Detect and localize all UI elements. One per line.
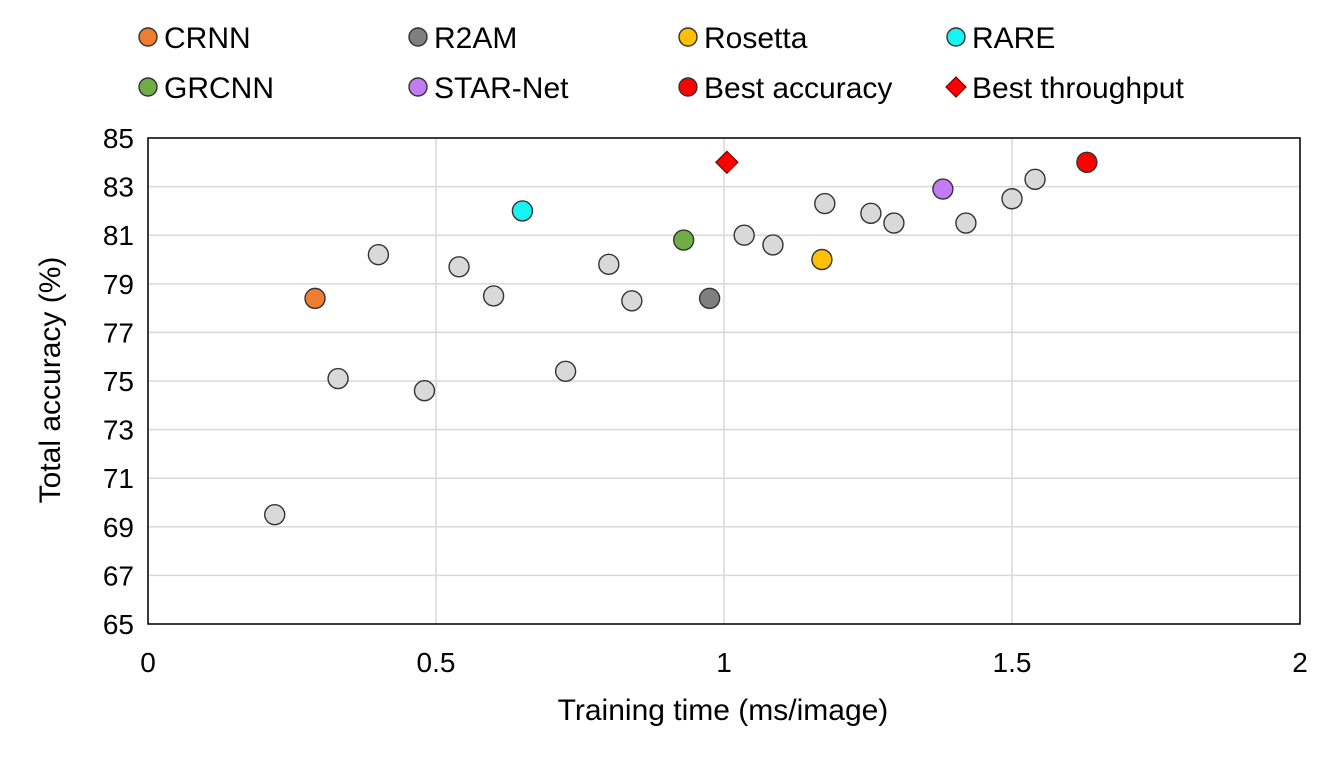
other-model-point	[860, 202, 882, 225]
best-accuracy-point	[1076, 151, 1098, 174]
legend-marker-r2am	[408, 27, 428, 47]
other-model-point	[621, 290, 643, 312]
legend: CRNN R2AM Rosetta RARE GRCNN STAR-Net Best acc…	[138, 22, 1184, 105]
other-model-point	[955, 212, 977, 234]
legend-label-rosetta: Rosetta	[704, 22, 808, 55]
plot-frame	[147, 137, 1301, 625]
y-tick-label: 79	[103, 269, 134, 300]
y-axis-title: Total accuracy (%)	[34, 257, 67, 504]
legend-marker-star-net	[408, 77, 428, 97]
axes: 65 67 69 71 73 75 77 79 81 83 85 0 0.5 1 1.5 2	[103, 123, 1308, 678]
y-tick-label: 71	[103, 463, 134, 494]
legend-item-best-accuracy: Best accuracy	[678, 72, 892, 105]
y-tick-label: 67	[103, 560, 134, 591]
other-model-point	[482, 285, 505, 307]
legend-marker-grcnn	[138, 77, 158, 97]
other-model-point	[264, 503, 286, 526]
crnn-point	[304, 287, 326, 310]
x-tick-label: 2	[1292, 647, 1308, 678]
other-model-point	[598, 253, 620, 276]
other-model-point	[1001, 188, 1023, 210]
y-tick-label: 69	[103, 512, 134, 543]
grid	[147, 137, 1301, 625]
legend-item-rare: RARE	[946, 22, 1055, 55]
data-points	[264, 150, 1098, 526]
y-tick-label: 77	[103, 317, 134, 348]
legend-item-best-throughput: Best throughput	[945, 72, 1184, 105]
legend-label-grcnn: GRCNN	[164, 72, 274, 105]
legend-label-star-net: STAR-Net	[434, 72, 569, 105]
other-model-point	[814, 192, 836, 215]
other-model-point	[1024, 168, 1046, 191]
x-tick-label: 0	[140, 647, 156, 678]
legend-label-rare: RARE	[972, 22, 1055, 55]
legend-label-best-throughput: Best throughput	[972, 72, 1184, 105]
legend-marker-best-throughput	[945, 76, 967, 98]
other-model-point	[413, 380, 436, 402]
x-axis-title: Training time (ms/image)	[558, 694, 889, 727]
legend-marker-crnn	[138, 27, 158, 47]
x-tick-label: 0.5	[417, 647, 456, 678]
legend-label-crnn: CRNN	[164, 22, 251, 55]
r2am-point	[698, 287, 721, 310]
other-model-point	[448, 256, 470, 278]
other-model-point	[883, 212, 905, 234]
x-tick-label: 1	[716, 647, 732, 678]
y-tick-label: 81	[103, 220, 134, 251]
grcnn-point	[672, 229, 695, 251]
legend-item-rosetta: Rosetta	[678, 22, 808, 55]
y-tick-label: 65	[103, 609, 134, 640]
rare-point	[511, 200, 534, 222]
other-model-point	[733, 224, 755, 246]
y-tick-label: 85	[103, 123, 134, 154]
star-net-point	[932, 178, 954, 200]
legend-item-star-net: STAR-Net	[408, 72, 569, 105]
best-throughput-point	[715, 150, 739, 175]
legend-label-r2am: R2AM	[434, 22, 517, 55]
other-model-point	[554, 360, 577, 382]
legend-label-best-accuracy: Best accuracy	[704, 72, 892, 105]
x-tick-label: 1.5	[993, 647, 1032, 678]
legend-item-grcnn: GRCNN	[138, 72, 274, 105]
legend-marker-rosetta	[678, 27, 698, 47]
y-tick-label: 75	[103, 366, 134, 397]
other-model-point	[762, 234, 784, 256]
y-tick-label: 73	[103, 415, 134, 446]
legend-marker-rare	[946, 27, 966, 47]
legend-item-crnn: CRNN	[138, 22, 251, 55]
y-tick-label: 83	[103, 172, 134, 203]
legend-marker-best-accuracy	[678, 77, 698, 97]
legend-item-r2am: R2AM	[408, 22, 517, 55]
other-model-point	[367, 243, 390, 266]
other-model-point	[327, 367, 349, 390]
rosetta-point	[811, 248, 833, 271]
